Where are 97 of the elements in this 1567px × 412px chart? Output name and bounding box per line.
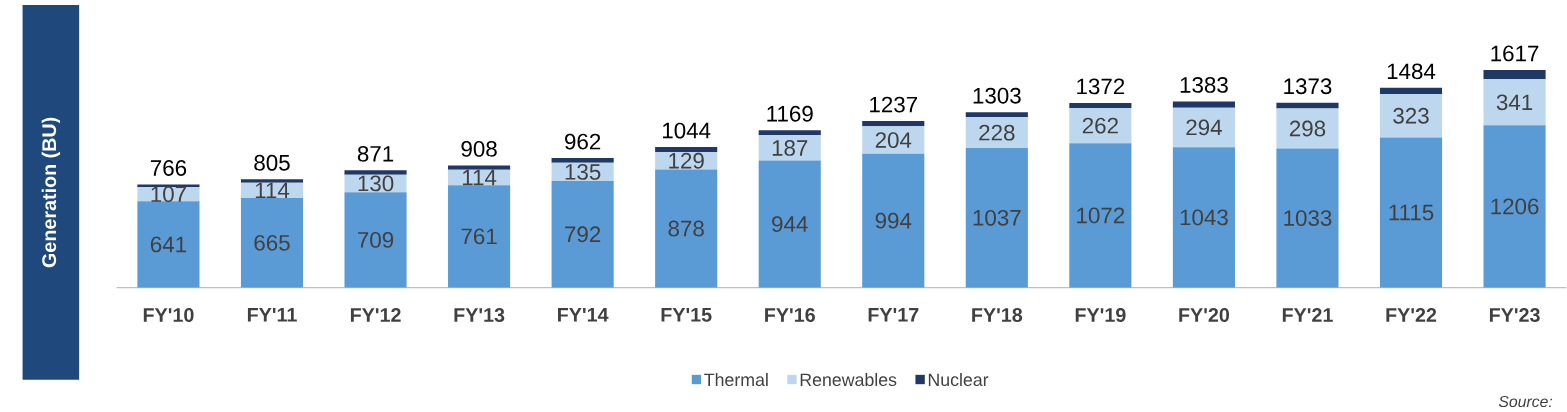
data-label: 129 <box>669 153 704 169</box>
data-label: 665 <box>254 235 290 251</box>
bar <box>862 121 925 127</box>
x-tick-label: FY'20 <box>1179 308 1230 323</box>
bar <box>551 181 614 288</box>
bar <box>1483 79 1546 126</box>
bar <box>1379 88 1443 95</box>
total-label: 1303 <box>973 88 1021 104</box>
x-tick-label: FY'19 <box>1075 308 1126 323</box>
bar <box>1172 107 1235 148</box>
total-label: 1484 <box>1387 63 1436 80</box>
data-label: 130 <box>358 175 394 192</box>
data-label: 107 <box>151 186 186 203</box>
data-label: 709 <box>358 232 394 249</box>
data-label: 114 <box>255 182 290 199</box>
data-label: 1072 <box>1077 207 1125 224</box>
data-label: 187 <box>772 140 808 157</box>
data-label: 641 <box>150 236 186 253</box>
x-tick-label: FY'12 <box>350 308 401 323</box>
total-label: 871 <box>357 146 394 163</box>
data-label: 341 <box>1496 94 1533 111</box>
data-label: 944 <box>772 216 808 233</box>
data-label: 262 <box>1082 117 1118 134</box>
data-label: 1033 <box>1284 210 1332 227</box>
bar <box>1483 125 1546 288</box>
total-label: 1373 <box>1284 78 1332 95</box>
y-axis-title: Generation (BU) <box>41 117 61 268</box>
bar <box>655 169 718 288</box>
bar <box>240 179 304 183</box>
x-tick-label: FY'16 <box>765 308 815 323</box>
data-label: 1043 <box>1180 209 1228 226</box>
data-label: 204 <box>875 132 912 149</box>
bar <box>1069 108 1132 144</box>
bar <box>655 147 718 153</box>
total-label: 1044 <box>663 122 711 139</box>
bar <box>1276 103 1339 109</box>
data-label: 228 <box>979 124 1015 141</box>
legend-label: Thermal <box>704 373 768 387</box>
data-label: 323 <box>1393 108 1429 124</box>
data-label: 761 <box>461 228 497 245</box>
bar <box>758 130 821 136</box>
data-label: 878 <box>668 220 704 237</box>
bar <box>1172 101 1235 108</box>
x-tick-label: FY'11 <box>247 308 297 322</box>
x-tick-label: FY'10 <box>143 308 194 323</box>
data-label: 994 <box>875 213 912 229</box>
bar <box>862 126 925 155</box>
bar <box>240 198 304 288</box>
bar <box>1276 108 1339 149</box>
total-label: 766 <box>150 160 187 177</box>
bar <box>448 165 511 171</box>
total-label: 1383 <box>1180 77 1228 94</box>
x-tick-label: FY'21 <box>1282 308 1333 323</box>
data-label: 298 <box>1289 120 1326 137</box>
bar <box>448 185 511 288</box>
bar <box>1379 94 1443 138</box>
x-tick-label: FY'13 <box>454 308 505 323</box>
bar <box>1172 147 1235 288</box>
bar <box>1069 143 1132 288</box>
bar <box>551 158 614 164</box>
bar <box>1276 148 1339 288</box>
x-tick-label: FY'15 <box>661 308 712 323</box>
legend-label: Renewables <box>800 373 897 387</box>
bar <box>758 160 821 288</box>
total-label: 1237 <box>870 96 918 113</box>
legend-label: Nuclear <box>928 373 989 387</box>
bar <box>1069 103 1132 109</box>
data-label: 1037 <box>973 210 1021 226</box>
bar <box>137 184 200 188</box>
bar <box>862 154 925 288</box>
data-label: 114 <box>462 170 497 186</box>
data-label: 792 <box>565 226 601 243</box>
source-note: Source: <box>1498 396 1553 408</box>
total-label: 908 <box>461 141 497 158</box>
total-label: 1372 <box>1077 78 1125 95</box>
bar <box>965 117 1028 149</box>
x-tick-label: FY'17 <box>868 308 919 322</box>
bar <box>344 170 407 175</box>
total-label: 962 <box>565 133 601 150</box>
total-label: 1169 <box>767 106 813 122</box>
bar <box>344 192 407 288</box>
x-tick-label: FY'18 <box>972 308 1023 323</box>
bar <box>758 135 821 161</box>
x-tick-label: FY'14 <box>558 308 609 322</box>
bar <box>1379 137 1443 288</box>
total-label: 1617 <box>1491 45 1539 62</box>
data-label: 1115 <box>1389 204 1434 221</box>
data-label: 294 <box>1186 119 1222 136</box>
x-tick-label: FY'22 <box>1386 308 1437 323</box>
bar <box>137 201 200 288</box>
x-tick-label: FY'23 <box>1489 308 1540 323</box>
bar <box>965 148 1028 288</box>
bar <box>965 112 1028 118</box>
total-label: 805 <box>254 155 290 171</box>
bar <box>1483 70 1546 80</box>
data-label: 1206 <box>1491 198 1539 215</box>
data-label: 135 <box>565 164 601 181</box>
